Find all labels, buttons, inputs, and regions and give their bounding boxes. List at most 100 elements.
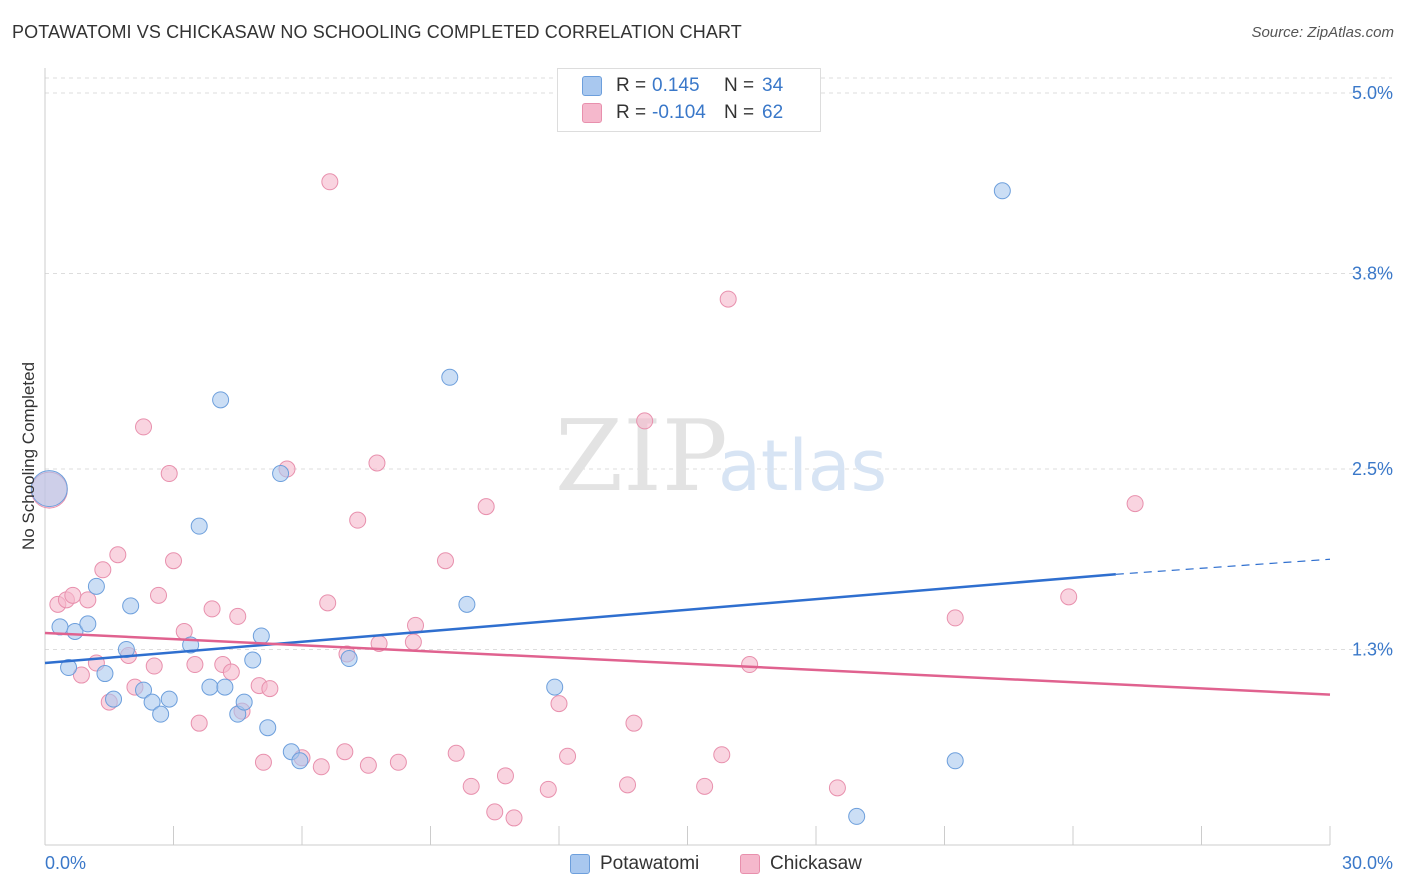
data-point: [190, 714, 208, 732]
y-tick-label: 5.0%: [1352, 83, 1393, 103]
data-point: [291, 752, 309, 770]
chart-title: POTAWATOMI VS CHICKASAW NO SCHOOLING COM…: [12, 22, 742, 42]
y-tick-label: 2.5%: [1352, 459, 1393, 479]
data-point: [636, 412, 654, 430]
bottom-legend-label: Potawatomi: [600, 853, 700, 874]
data-point: [201, 678, 219, 696]
data-point: [550, 695, 568, 713]
y-tick-label: 1.3%: [1352, 639, 1393, 659]
bottom-legend-swatch-chickasaw: [740, 854, 760, 874]
data-point: [696, 777, 714, 795]
data-point: [458, 595, 476, 613]
data-point: [436, 552, 454, 570]
data-point: [72, 666, 90, 684]
data-point: [946, 609, 964, 627]
data-point: [713, 746, 731, 764]
data-point: [719, 290, 737, 308]
trend-line-chickasaw: [44, 631, 1331, 696]
bottom-legend-swatch-potawatomi: [570, 854, 590, 874]
data-point: [79, 615, 97, 633]
bottom-legend-label: Chickasaw: [770, 853, 862, 874]
data-point: [150, 586, 168, 604]
data-point: [122, 597, 140, 615]
data-point: [152, 705, 170, 723]
data-point: [505, 809, 523, 827]
data-point: [359, 756, 377, 774]
bottom-legend-chickasaw: Chickasaw: [740, 851, 862, 877]
legend-n-value: 34: [762, 75, 784, 96]
legend-r-value: 0.145: [652, 75, 700, 96]
data-point: [1060, 588, 1078, 606]
data-point: [145, 657, 163, 675]
data-point: [216, 678, 234, 696]
stats-legend: R = 0.145 N = 34 R = -0.104 N = 62: [557, 68, 821, 132]
data-point: [212, 391, 230, 409]
data-point: [319, 594, 337, 612]
legend-row-chickasaw: R = -0.104 N = 62: [582, 100, 783, 126]
trend-line-potawatomi-extension: [1115, 558, 1331, 575]
data-point: [321, 173, 339, 191]
data-point: [349, 511, 367, 529]
data-point: [203, 600, 221, 618]
data-point: [244, 651, 262, 669]
y-axis-label: No Schooling Completed: [19, 362, 38, 550]
data-point: [190, 517, 208, 535]
data-point: [477, 498, 495, 516]
data-point: [336, 743, 354, 761]
data-point: [625, 714, 643, 732]
data-point: [79, 591, 97, 609]
data-point: [368, 454, 386, 472]
legend-r-label: R =: [616, 75, 647, 96]
legend-r-value: -0.104: [652, 102, 706, 123]
data-point: [135, 418, 153, 436]
trend-lines: [44, 558, 1331, 696]
data-point: [143, 693, 161, 711]
data-point: [828, 779, 846, 797]
data-point: [259, 719, 277, 737]
tick-labels: 1.3% 2.5% 3.8% 5.0% 0.0% 30.0%: [45, 83, 1393, 873]
legend-n-label: N =: [724, 75, 755, 96]
data-point: [261, 680, 279, 698]
data-point: [94, 561, 112, 579]
source-label: Source: ZipAtlas.com: [1251, 24, 1394, 41]
data-point: [60, 659, 78, 677]
data-point: [619, 776, 637, 794]
legend-row-potawatomi: R = 0.145 N = 34: [582, 73, 783, 99]
data-point: [462, 777, 480, 795]
data-point: [1126, 495, 1144, 513]
legend-r-label: R =: [616, 102, 647, 123]
data-point: [441, 368, 459, 386]
data-point: [135, 681, 153, 699]
data-point: [186, 656, 204, 674]
data-point: [254, 753, 272, 771]
data-point: [546, 678, 564, 696]
data-point: [848, 807, 866, 825]
data-point: [559, 747, 577, 765]
data-point: [741, 656, 759, 674]
data-point: [993, 182, 1011, 200]
data-point: [235, 693, 253, 711]
x-tick-label: 0.0%: [45, 853, 86, 873]
data-point: [447, 744, 465, 762]
data-point: [389, 753, 407, 771]
data-point: [229, 607, 247, 625]
data-point: [252, 627, 270, 645]
data-point: [486, 803, 504, 821]
data-point: [96, 665, 114, 683]
data-point: [87, 577, 105, 595]
legend-swatch-potawatomi: [582, 76, 602, 96]
data-point: [165, 552, 182, 570]
legend-swatch-chickasaw: [582, 103, 602, 123]
grid-lines: [45, 77, 1392, 650]
legend-n-value: 62: [762, 102, 784, 123]
data-point: [109, 546, 127, 564]
data-point: [496, 767, 514, 785]
y-tick-label: 3.8%: [1352, 264, 1393, 284]
legend-n-label: N =: [724, 102, 755, 123]
data-point: [272, 465, 290, 483]
data-point: [340, 650, 358, 668]
data-point: [946, 752, 964, 770]
axes: [44, 68, 1331, 846]
data-point: [64, 586, 82, 604]
